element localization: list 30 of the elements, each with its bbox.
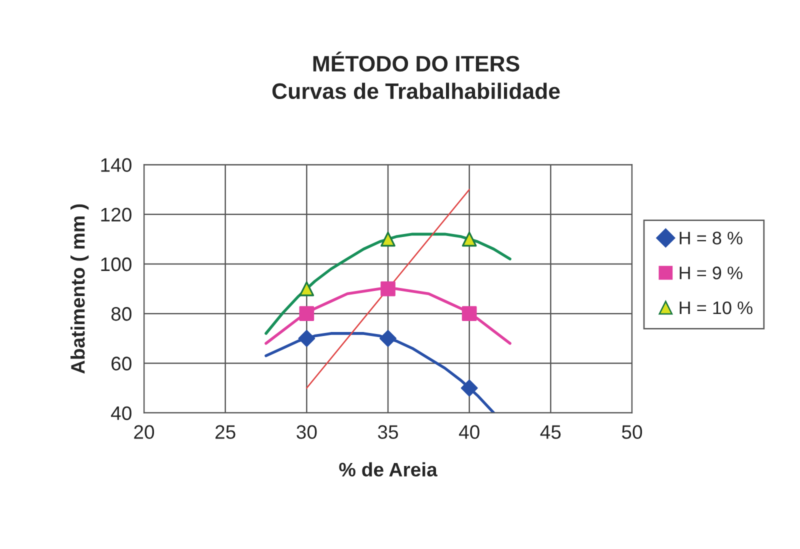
y-tick-label: 60: [112, 356, 132, 370]
point: [462, 306, 477, 322]
point: [380, 232, 396, 247]
point: [380, 330, 396, 347]
x-tick-label: 40: [458, 425, 480, 439]
point: [298, 330, 316, 347]
point: [462, 232, 477, 247]
x-tick-label: 25: [216, 425, 236, 439]
x-axis-title: % de Areia: [339, 462, 438, 477]
chart-title: MÉTODO DO ITERS: [313, 52, 520, 72]
legend-label: H = 9 %: [680, 266, 742, 280]
x-tick-label: 20: [134, 425, 154, 439]
legend-label: H = 8 %: [680, 232, 742, 244]
point: [299, 306, 314, 322]
y-tick-label: 140: [101, 158, 132, 172]
x-tick-label: 30: [296, 425, 317, 439]
legend-label: H = 10 %: [680, 301, 752, 314]
line-series: [264, 232, 512, 335]
chart-subtitle: Curvas de Trabalhabilidade: [272, 82, 560, 100]
y-tick-label: 80: [111, 307, 132, 321]
x-tick-label: 50: [622, 425, 642, 439]
y-axis-title: Abatimento ( mm ): [70, 204, 89, 374]
point: [460, 380, 478, 396]
x-tick-label: 35: [378, 425, 398, 439]
y-tick-label: 100: [101, 257, 132, 272]
point: [380, 281, 396, 296]
point: [299, 281, 314, 296]
x-tick-label: 45: [540, 425, 561, 439]
y-tick-label: 120: [101, 208, 132, 222]
y-tick-label: 40: [111, 406, 132, 420]
